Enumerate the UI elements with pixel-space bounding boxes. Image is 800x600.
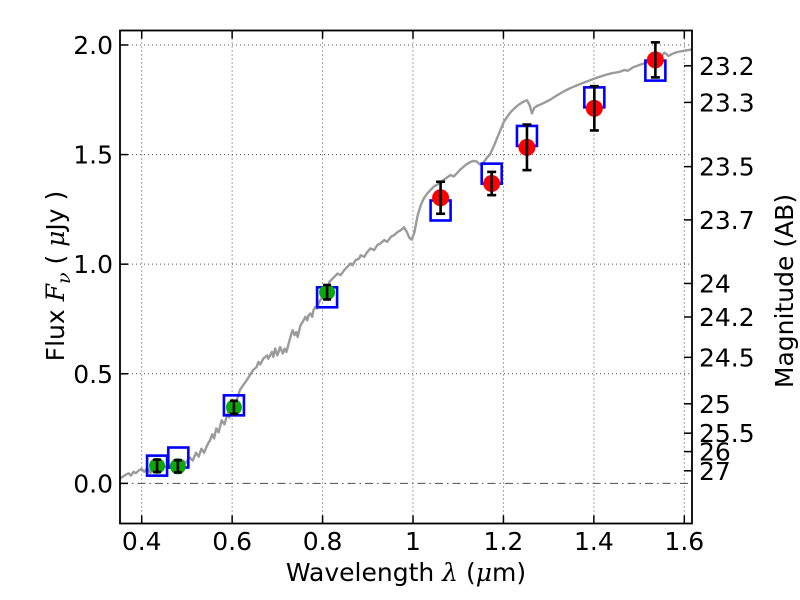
- y-right-tick-label: 27: [699, 457, 731, 486]
- x-axis-label: Wavelength λ (μm): [286, 558, 526, 587]
- x-tick-label: 0.8: [303, 527, 343, 556]
- grid-lines: [120, 30, 692, 524]
- axis-label-segment: Jy ): [41, 191, 70, 233]
- axis-label-segment: ν: [53, 272, 75, 284]
- axis-label-segment: (: [41, 247, 70, 273]
- axis-label-segment: Wavelength: [286, 558, 442, 587]
- y-left-tick-label: 1.0: [73, 250, 113, 279]
- y-right-tick-label: 23.3: [699, 88, 755, 117]
- model-spectrum-curve: [120, 48, 692, 480]
- axis-label-segment: m): [492, 558, 526, 587]
- error-bars: [153, 41, 660, 474]
- y-right-tick-label: 25: [699, 390, 731, 419]
- y-axis-label-left: Flux Fν ( μJy ): [41, 191, 75, 362]
- y-left-tick-label: 1.5: [73, 141, 113, 170]
- observed-photometry: [149, 51, 664, 475]
- model-photometry: [145, 59, 667, 477]
- y-right-tick-label: 24.5: [699, 343, 755, 372]
- x-tick-label: 1.2: [484, 527, 524, 556]
- y-axis-label-right: Magnitude (AB): [770, 194, 799, 388]
- x-tick-label: 1.4: [574, 527, 614, 556]
- y-left-tick-label: 0.5: [73, 360, 113, 389]
- y-left-tick-label: 0.0: [73, 469, 113, 498]
- axis-label-segment: (: [458, 558, 476, 587]
- axis-label-segment: Flux: [41, 301, 70, 361]
- y-right-tick-label: 26: [699, 438, 731, 467]
- y-right-tick-label: 25.5: [699, 419, 755, 448]
- x-tick-label: 0.6: [212, 527, 252, 556]
- x-tick-label: 0.4: [122, 527, 162, 556]
- y-right-tick-label: 23.5: [699, 153, 755, 182]
- tick-labels: 0.4 0.6 0.8 1 1.2 1.4 1.6 0.0 0.5 1.0 1.5 2.0 23.2 23…: [73, 31, 754, 556]
- y-right-tick-label: 24.2: [699, 303, 755, 332]
- axis-label-segment: μ: [476, 558, 492, 587]
- y-right-tick-label: 23.2: [699, 52, 755, 81]
- y-left-tick-label: 2.0: [73, 31, 113, 60]
- x-tick-label: 1: [405, 527, 421, 556]
- model-photometry-square: [222, 394, 246, 417]
- axis-label-segment: F: [41, 282, 70, 302]
- y-right-tick-label: 23.7: [699, 206, 755, 235]
- axis-label-segment: λ: [441, 558, 458, 587]
- x-tick-label: 1.6: [664, 527, 704, 556]
- axis-label-segment: Magnitude (AB): [770, 194, 799, 388]
- y-right-tick-label: 24: [699, 269, 731, 298]
- axis-ticks: [120, 30, 692, 524]
- plot-border: [119, 29, 693, 525]
- axis-label-segment: μ: [41, 231, 70, 247]
